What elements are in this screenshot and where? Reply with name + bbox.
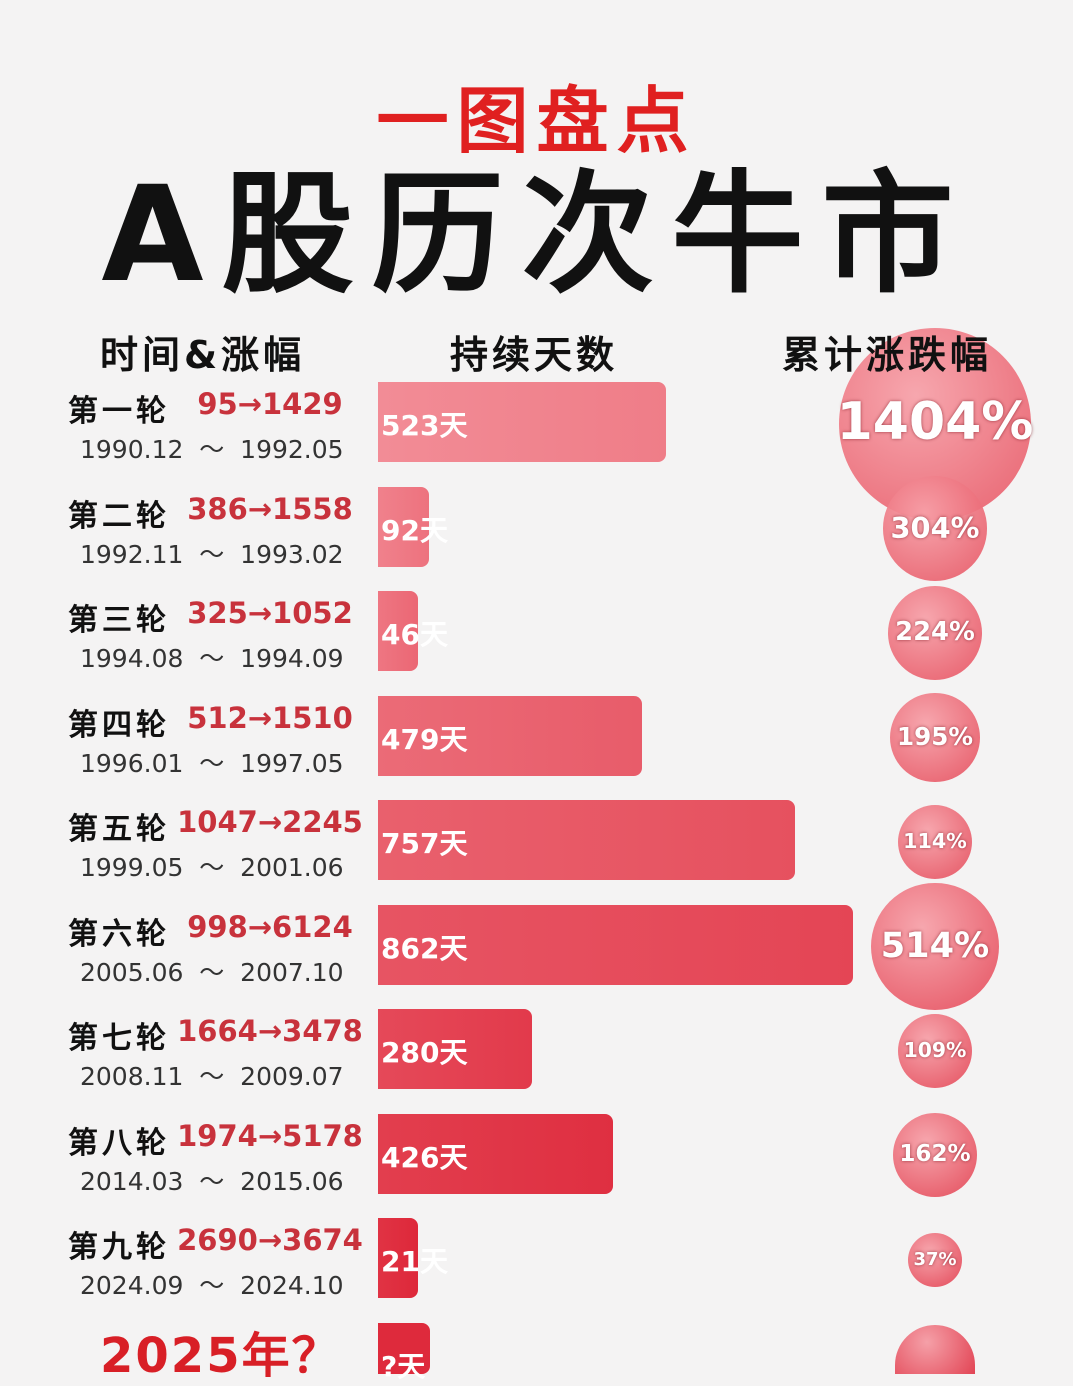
duration-bar-final: [378, 1322, 431, 1374]
date-span: 2014.03 ～ 2015.06: [80, 1166, 344, 1196]
duration-bar: [378, 486, 429, 567]
date-span: 2008.11 ～ 2009.07: [80, 1062, 344, 1091]
duration-label: 862天: [381, 931, 468, 965]
index-range: 1664→3478: [177, 1014, 363, 1048]
header-time-range: 时间&涨幅: [100, 333, 306, 377]
title-top: 一图盘点: [376, 79, 697, 163]
cumulative-label: 162%: [899, 1141, 971, 1168]
duration-bar: [378, 1218, 418, 1298]
date-span: 1992.11 ～ 1993.02: [80, 539, 344, 569]
index-range: 1974→5178: [177, 1118, 363, 1153]
round-label: 第三轮: [68, 603, 170, 638]
duration-label: 523天: [381, 409, 468, 442]
duration-bar: [378, 1009, 533, 1089]
date-span: 2024.09 ～ 2024.10: [80, 1271, 344, 1300]
cumulative-bubble: [871, 882, 999, 1011]
duration-label: 280天: [381, 1036, 468, 1069]
duration-bar: [378, 591, 418, 671]
index-range: 325→1052: [187, 596, 353, 630]
header-cumulative-change: 累计涨跌幅: [782, 333, 993, 377]
final-row-label: 2025年？: [100, 1328, 342, 1384]
cumulative-bubble-final: [895, 1324, 975, 1374]
cumulative-label: 114%: [903, 829, 967, 854]
round-label: 第八轮: [68, 1125, 170, 1161]
duration-label: 92天: [381, 513, 448, 547]
date-span: 1994.08 ～ 1994.09: [80, 644, 344, 673]
cumulative-bubble: [892, 1113, 977, 1198]
duration-label: 21天: [381, 1245, 448, 1278]
index-range: 2690→3674: [177, 1223, 363, 1257]
cumulative-label: 37%: [913, 1248, 957, 1270]
duration-label: 479天: [381, 722, 468, 756]
duration-bar: [378, 800, 796, 880]
cumulative-bubble: [882, 476, 988, 581]
cumulative-label: 1404%: [836, 391, 1034, 452]
index-range: 998→6124: [187, 909, 353, 944]
duration-bar: [378, 382, 667, 462]
index-range: 512→1510: [187, 700, 353, 735]
cumulative-bubble: [907, 1232, 963, 1288]
cumulative-bubble: [898, 1014, 972, 1088]
round-label: 第四轮: [68, 707, 170, 743]
round-label: 第七轮: [68, 1021, 170, 1056]
round-label: 第五轮: [68, 812, 170, 847]
index-range: 386→1558: [187, 491, 353, 526]
title-main: A股历次牛市: [101, 158, 972, 312]
duration-label-final: ?天: [381, 1349, 426, 1383]
duration-label: 46天: [381, 618, 448, 651]
date-span: 1990.12 ～ 1992.05: [80, 435, 344, 464]
index-range: 95→1429: [197, 387, 343, 421]
cumulative-label: 109%: [903, 1038, 967, 1063]
index-range: 1047→2245: [177, 805, 363, 839]
cumulative-bubble: [890, 692, 980, 783]
header-duration-days: 持续天数: [450, 333, 619, 377]
cumulative-label: 514%: [880, 924, 990, 966]
date-span: 2005.06 ～ 2007.10: [80, 957, 344, 987]
date-span: 1999.05 ～ 2001.06: [80, 853, 344, 882]
cumulative-label: 195%: [897, 722, 973, 752]
duration-bar: [378, 904, 853, 985]
cumulative-label: 304%: [890, 510, 980, 545]
duration-bar: [378, 1113, 613, 1194]
duration-label: 757天: [381, 827, 468, 860]
duration-label: 426天: [381, 1140, 468, 1174]
cumulative-bubble: [897, 804, 973, 880]
round-label: 第六轮: [68, 916, 170, 952]
round-label: 第一轮: [68, 394, 170, 429]
cumulative-bubble: [888, 586, 982, 680]
date-span: 1996.01 ～ 1997.05: [80, 748, 344, 778]
round-label: 第二轮: [68, 498, 170, 534]
duration-bar: [378, 695, 642, 776]
round-label: 第九轮: [68, 1230, 170, 1265]
cumulative-label: 224%: [895, 616, 975, 647]
